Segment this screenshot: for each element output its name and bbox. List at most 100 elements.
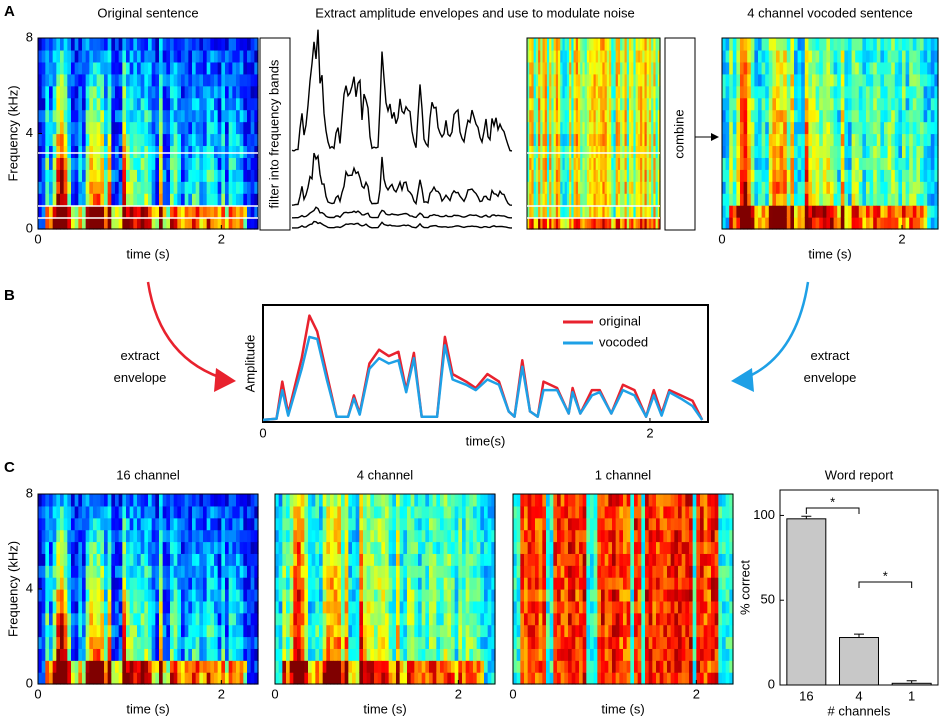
spectrogram-cell — [184, 648, 189, 661]
spectrogram-cell — [166, 97, 171, 111]
spectrogram-cell — [333, 517, 338, 531]
spectrogram-cell — [330, 672, 335, 685]
spectrogram-cell — [363, 612, 368, 626]
x-tick-label: 2 — [898, 231, 905, 246]
spectrogram-cell — [553, 217, 557, 230]
spectrogram-cell — [352, 589, 357, 602]
spectrogram-cell — [278, 494, 283, 507]
spectrogram-cell — [520, 600, 525, 614]
spectrogram-cell — [388, 660, 393, 673]
spectrogram-cell — [783, 157, 788, 170]
spectrogram-cell — [783, 109, 788, 123]
spectrogram-cell — [74, 553, 79, 566]
spectrogram-cell — [754, 73, 759, 87]
spectrogram-cell — [626, 169, 630, 182]
spectrogram-cell — [107, 600, 112, 614]
spectrogram-cell — [60, 121, 65, 135]
spectrogram-cell — [776, 157, 781, 170]
spectrogram-cell — [609, 133, 612, 147]
spectrogram-cell — [840, 169, 845, 182]
spectrogram-cell — [41, 648, 46, 661]
spectrogram-cell — [348, 541, 353, 554]
spectrogram-cell — [184, 672, 189, 685]
spectrogram-cell — [206, 181, 211, 194]
spectrogram-cell — [833, 38, 838, 51]
spectrogram-cell — [195, 565, 200, 578]
spectrogram-cell — [170, 133, 175, 147]
spectrogram-cell — [60, 612, 65, 626]
spectrogram-cell — [624, 145, 628, 158]
spectrogram-cell — [52, 181, 57, 194]
spectrogram-cell — [366, 565, 371, 578]
spectrogram-cell — [597, 181, 601, 194]
spectrogram-cell — [527, 517, 532, 531]
spectrogram-cell — [93, 157, 98, 170]
spectrogram-cell — [725, 97, 730, 111]
spectrogram-cell — [801, 38, 806, 51]
spectrogram-cell — [458, 648, 463, 661]
spectrogram-cell — [74, 121, 79, 135]
spectrogram-cell — [159, 660, 164, 673]
spectrogram-cell — [133, 121, 138, 135]
spectrogram-cell — [122, 217, 127, 230]
spectrogram-cell — [848, 49, 853, 63]
spectrogram-cell — [436, 648, 441, 661]
spectrogram-cell — [275, 660, 280, 673]
spectrogram-cell — [399, 505, 404, 519]
spectrogram-cell — [319, 612, 324, 626]
spectrogram-cell — [254, 193, 259, 206]
spectrogram-cell — [628, 97, 632, 111]
spectrogram-cell — [184, 109, 189, 123]
spectrogram-cell — [381, 577, 386, 590]
spectrogram-cell — [848, 97, 853, 111]
spectrogram-cell — [602, 157, 606, 170]
spectrogram-cell — [275, 648, 280, 661]
spectrogram-cell — [779, 121, 784, 135]
spectrogram-cell — [569, 49, 572, 63]
spectrogram-cell — [613, 109, 617, 123]
spectrogram-cell — [247, 541, 252, 554]
spectrogram-cell — [236, 494, 241, 507]
spectrogram-cell — [797, 181, 802, 194]
spectrogram-cell — [293, 660, 298, 673]
spectrogram-cell — [381, 648, 386, 661]
spectrogram-cell — [533, 109, 537, 123]
spectrogram-cell — [311, 648, 316, 661]
spectrogram-cell — [657, 73, 661, 87]
spectrogram-cell — [228, 624, 233, 638]
spectrogram-cell — [137, 541, 142, 554]
spectrogram-cell — [228, 589, 233, 602]
spectrogram-cell — [520, 553, 525, 566]
spectrogram-cell — [891, 61, 896, 75]
spectrogram-cell — [407, 636, 412, 649]
spectrogram-cell — [96, 612, 101, 626]
spectrogram-cell — [546, 193, 550, 206]
spectrogram-cell — [765, 73, 770, 87]
spectrogram-cell — [418, 600, 423, 614]
spectrogram-cell — [844, 109, 849, 123]
spectrogram-cell — [104, 636, 109, 649]
spectrogram-cell — [876, 61, 881, 75]
spectrogram-cell — [236, 612, 241, 626]
spectrogram-cell — [584, 38, 588, 51]
spectrogram-cell — [396, 636, 401, 649]
spectrogram-cell — [177, 193, 182, 206]
spectrogram-cell — [162, 636, 167, 649]
spectrogram-cell — [566, 61, 570, 75]
spectrogram-cell — [144, 517, 149, 531]
spectrogram-cell — [359, 565, 364, 578]
spectrogram-cell — [38, 565, 43, 578]
spectrogram-cell — [934, 145, 939, 158]
spectrogram-cell — [869, 169, 874, 182]
spectrogram-cell — [414, 660, 419, 673]
spectrogram-cell — [250, 133, 255, 147]
spectrogram-cell — [531, 565, 536, 578]
spectrogram-cell — [783, 61, 788, 75]
spectrogram-cell — [203, 133, 208, 147]
spectrogram-cell — [451, 600, 456, 614]
spectrogram-cell — [447, 565, 452, 578]
spectrogram-cell — [115, 624, 120, 638]
spectrogram-cell — [293, 577, 298, 590]
spectrogram-cell — [140, 565, 145, 578]
spectrogram-cell — [414, 589, 419, 602]
